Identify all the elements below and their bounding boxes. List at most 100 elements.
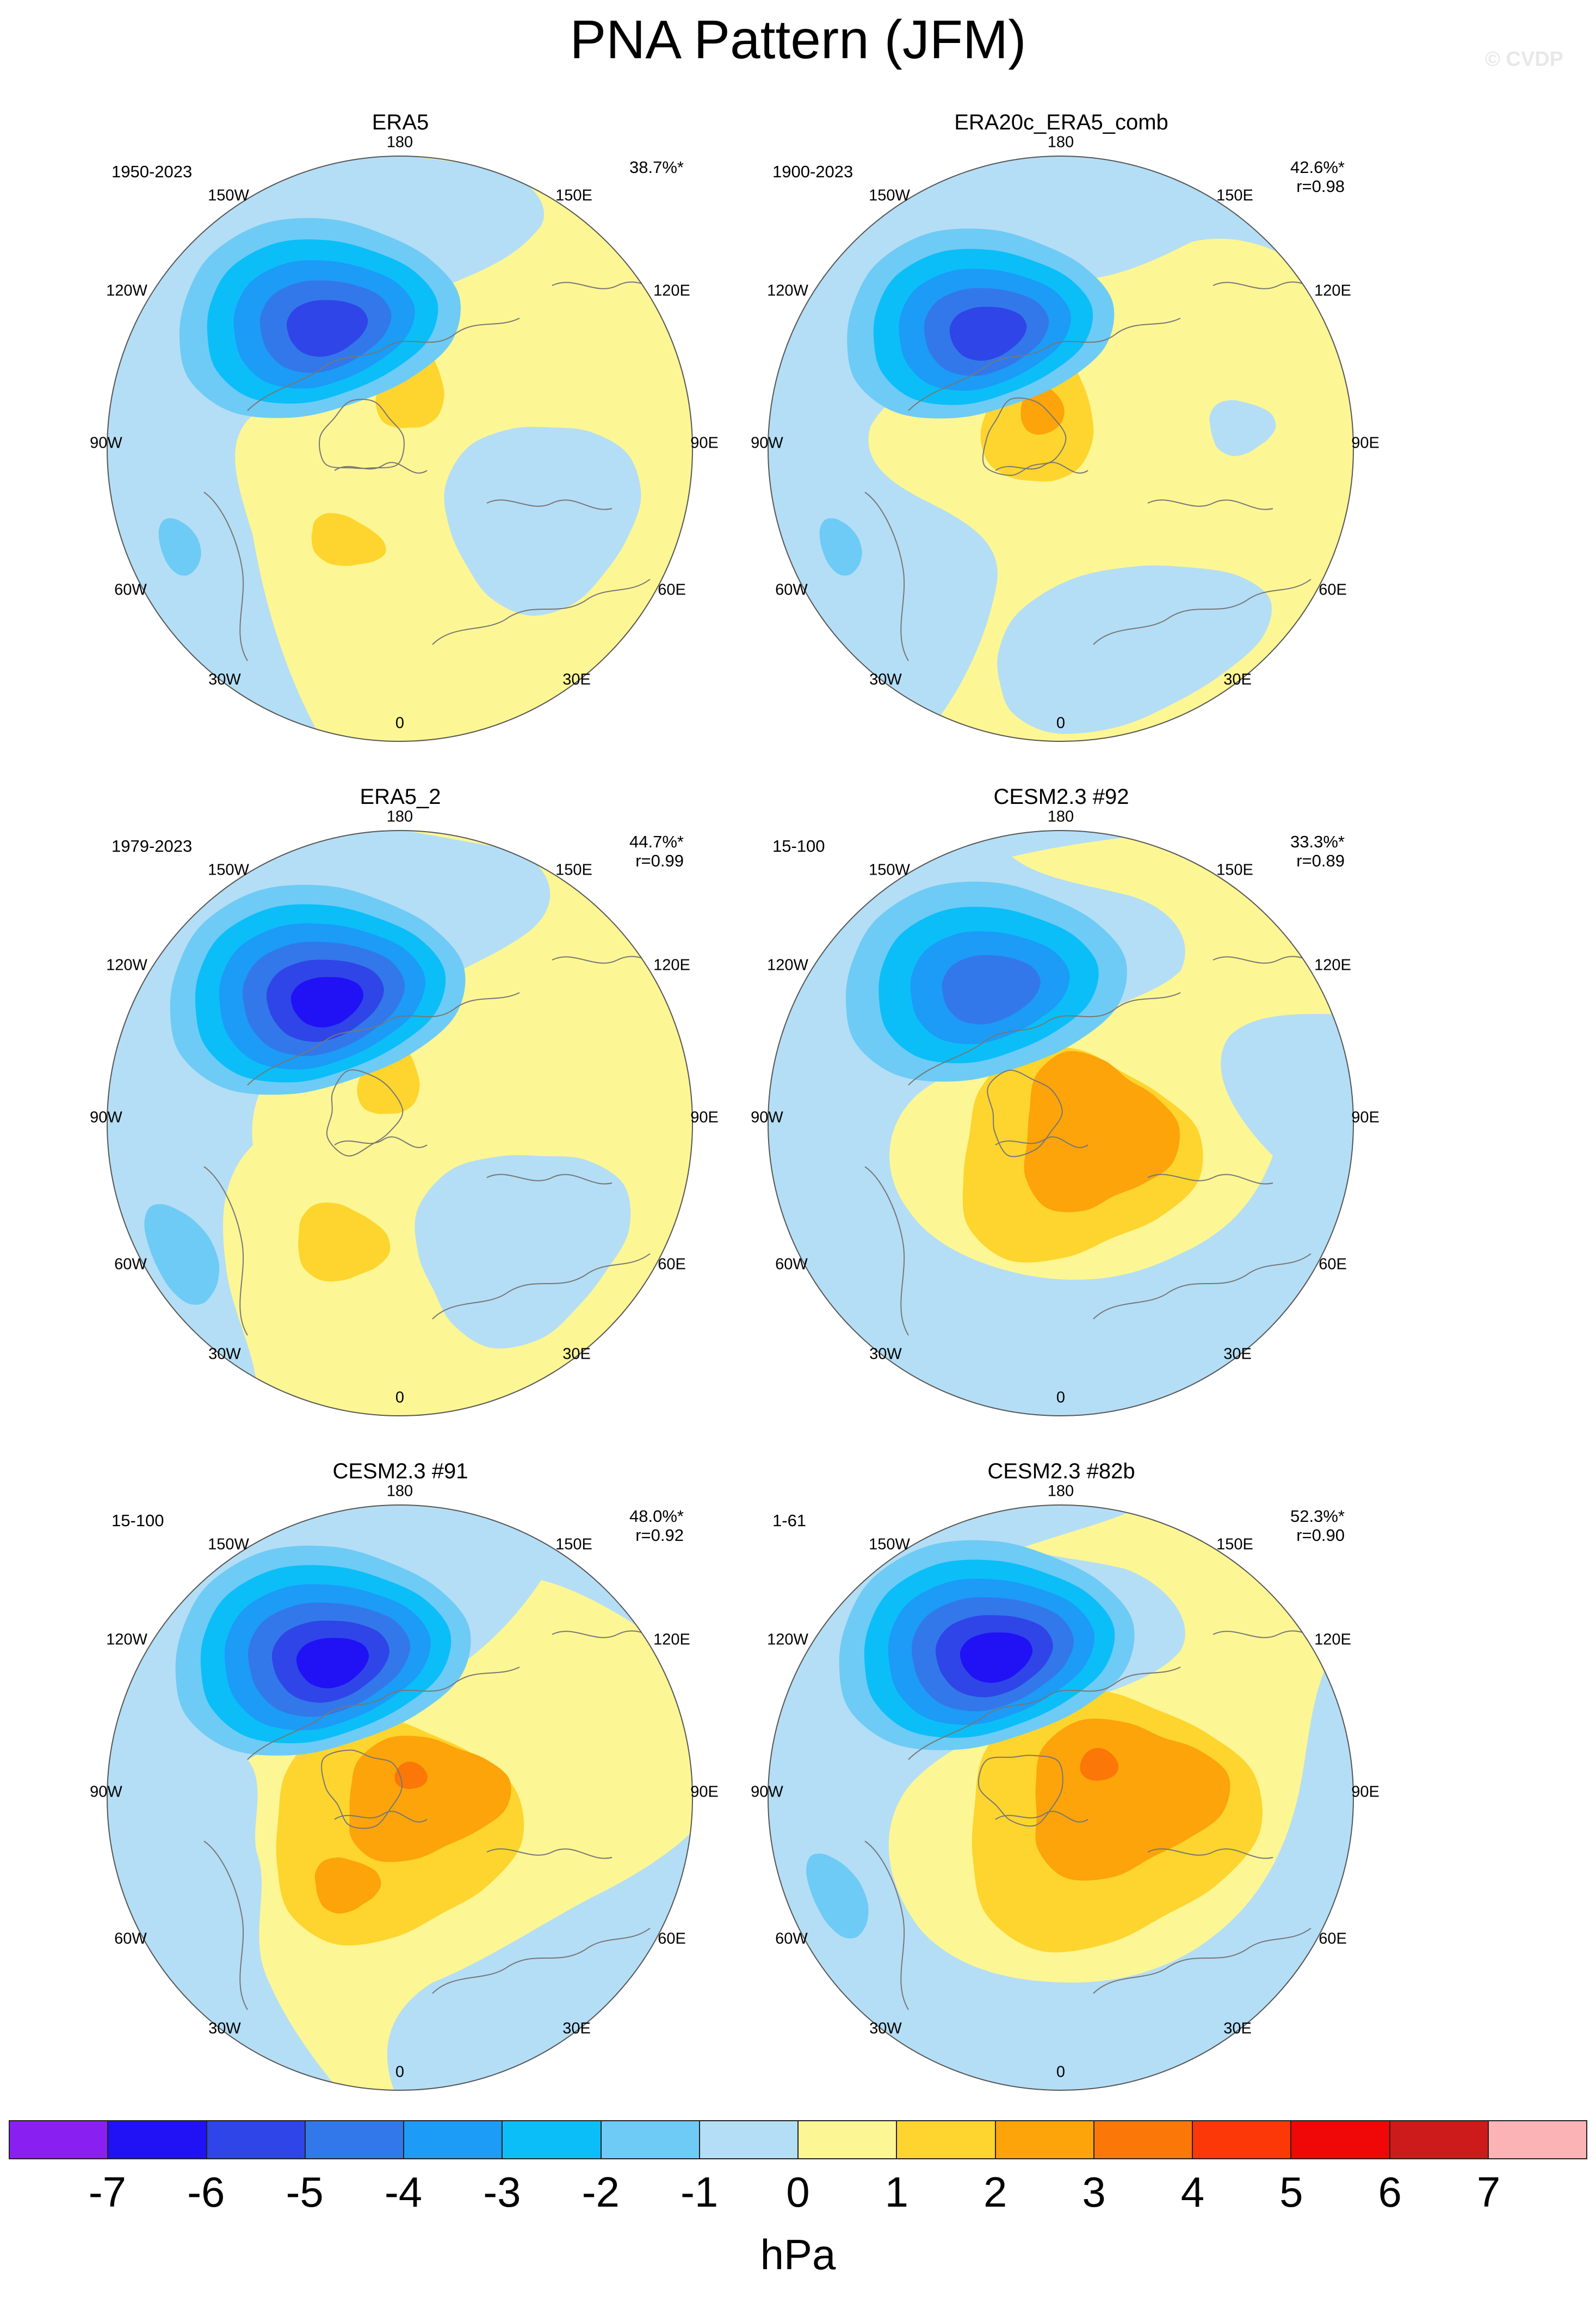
longitude-label: 180 bbox=[386, 808, 413, 826]
longitude-label: 0 bbox=[395, 714, 405, 732]
longitude-label: 180 bbox=[386, 1482, 413, 1500]
longitude-label: 30W bbox=[869, 671, 902, 689]
positive-anomaly-contour bbox=[311, 513, 386, 566]
variance-explained: 33.3%* bbox=[1290, 832, 1345, 851]
negative-anomaly-region bbox=[1209, 400, 1276, 456]
panel-title: ERA20c_ERA5_comb bbox=[954, 110, 1168, 134]
longitude-label: 0 bbox=[395, 2063, 405, 2081]
longitude-label: 30E bbox=[1223, 1345, 1252, 1363]
longitude-label: 150W bbox=[208, 1535, 249, 1553]
colorbar-tick-label: -6 bbox=[187, 2168, 225, 2216]
panel-stats: 38.7%* bbox=[629, 158, 684, 177]
panel-stats: 48.0%* r=0.92 bbox=[629, 1507, 684, 1545]
positive-anomaly-contour bbox=[394, 1761, 428, 1789]
longitude-label: 30W bbox=[869, 1345, 902, 1363]
longitude-label: 120W bbox=[106, 282, 147, 300]
longitude-label: 150E bbox=[1216, 187, 1253, 205]
longitude-label: 30W bbox=[208, 1345, 241, 1363]
panel-stats: 42.6%* r=0.98 bbox=[1290, 158, 1345, 196]
longitude-label: 180 bbox=[1047, 1482, 1074, 1500]
colorbar-tick-label: -1 bbox=[680, 2168, 719, 2216]
coastline bbox=[203, 281, 672, 661]
panel-title: ERA5 bbox=[372, 110, 429, 134]
colorbar-swatch bbox=[207, 2121, 306, 2158]
longitude-label: 120W bbox=[767, 282, 808, 300]
colorbar-swatch bbox=[700, 2121, 799, 2158]
longitude-label: 60E bbox=[658, 1930, 686, 1948]
positive-anomaly-contour bbox=[314, 1857, 381, 1914]
colorbar-tick-label: -3 bbox=[483, 2168, 521, 2216]
colorbar-swatch bbox=[108, 2121, 207, 2158]
longitude-label: 90W bbox=[751, 434, 783, 452]
longitude-label: 60E bbox=[1319, 1930, 1347, 1948]
positive-anomaly-contour bbox=[298, 1203, 391, 1282]
longitude-label: 150E bbox=[555, 1535, 592, 1553]
longitude-label: 150W bbox=[869, 1535, 910, 1553]
longitude-label: 60E bbox=[1319, 1255, 1347, 1273]
map-boundary bbox=[107, 156, 693, 742]
longitude-label: 90E bbox=[1351, 434, 1380, 452]
colorbar-swatch bbox=[897, 2121, 996, 2158]
map-panel: ERA5 1950-2023 38.7%* 180 150E 120E 90E 60E 30E 0… bbox=[71, 109, 730, 761]
colorbar bbox=[9, 2120, 1587, 2159]
low-pressure-contour bbox=[960, 1632, 1033, 1683]
colorbar-swatch bbox=[601, 2121, 700, 2158]
longitude-label: 30E bbox=[1223, 671, 1252, 689]
longitude-label: 30E bbox=[562, 671, 591, 689]
longitude-label: 150E bbox=[555, 187, 592, 205]
map-panel: CESM2.3 #82b 1-61 52.3%* r=0.90 180 150E 120E 9… bbox=[732, 1458, 1391, 2110]
longitude-label: 120W bbox=[767, 956, 808, 974]
longitude-label: 120E bbox=[1314, 282, 1351, 300]
negative-anomaly-contour bbox=[144, 1204, 220, 1305]
longitude-label: 120E bbox=[1314, 956, 1351, 974]
longitude-label: 120E bbox=[653, 956, 690, 974]
colorbar-swatch bbox=[995, 2121, 1094, 2158]
negative-anomaly-region bbox=[444, 426, 641, 616]
colorbar-tick-label: -2 bbox=[582, 2168, 620, 2216]
colorbar-tick-label: 2 bbox=[983, 2168, 1007, 2216]
map-panel: CESM2.3 #91 15-100 48.0%* r=0.92 180 150E 120E… bbox=[71, 1458, 730, 2110]
figure-title: PNA Pattern (JFM) bbox=[570, 9, 1026, 70]
longitude-label: 150W bbox=[869, 187, 910, 205]
cvdp-watermark: © CVDP bbox=[1484, 48, 1563, 71]
coastline bbox=[203, 1630, 672, 2010]
map-boundary bbox=[107, 1504, 693, 2091]
panel-stats: 44.7%* r=0.99 bbox=[629, 832, 684, 870]
longitude-label: 0 bbox=[1056, 2063, 1066, 2081]
variance-explained: 38.7%* bbox=[629, 158, 684, 177]
longitude-label: 90E bbox=[690, 434, 719, 452]
colorbar-swatch bbox=[799, 2121, 898, 2158]
longitude-label: 90W bbox=[751, 1783, 783, 1801]
low-pressure-contour bbox=[287, 300, 368, 357]
panel-title: CESM2.3 #92 bbox=[993, 785, 1129, 809]
negative-anomaly-contour bbox=[158, 518, 201, 576]
longitude-label: 150E bbox=[1216, 1535, 1253, 1553]
negative-anomaly-contour bbox=[819, 518, 862, 576]
variance-explained: 44.7%* bbox=[629, 832, 684, 851]
colorbar-tick-label: 6 bbox=[1378, 2168, 1402, 2216]
panel-period: 15-100 bbox=[772, 837, 825, 856]
map-boundary bbox=[768, 1504, 1354, 2091]
colorbar-tick-label: 5 bbox=[1279, 2168, 1303, 2216]
variance-explained: 52.3%* bbox=[1290, 1507, 1345, 1526]
longitude-label: 120E bbox=[653, 282, 690, 300]
longitude-label: 90E bbox=[690, 1783, 719, 1801]
longitude-label: 60W bbox=[114, 1930, 147, 1948]
positive-anomaly-contour bbox=[1024, 1051, 1180, 1212]
coastline bbox=[864, 956, 1333, 1336]
polar-map bbox=[106, 829, 694, 1417]
map-panel: CESM2.3 #92 15-100 33.3%* r=0.89 180 150E 120E… bbox=[732, 783, 1391, 1436]
longitude-label: 120E bbox=[1314, 1631, 1351, 1649]
low-pressure-contour bbox=[949, 307, 1027, 361]
panel-period: 1950-2023 bbox=[112, 162, 193, 181]
colorbar-tick-label: -7 bbox=[88, 2168, 127, 2216]
longitude-label: 60W bbox=[775, 1930, 808, 1948]
longitude-label: 150W bbox=[869, 861, 910, 879]
longitude-label: 30E bbox=[562, 2020, 591, 2037]
map-boundary bbox=[768, 156, 1354, 742]
longitude-label: 60E bbox=[658, 581, 686, 599]
negative-anomaly-region bbox=[415, 1155, 631, 1349]
positive-anomaly-contour bbox=[1080, 1748, 1118, 1781]
pattern-correlation: r=0.98 bbox=[1296, 177, 1345, 196]
colorbar-swatch bbox=[10, 2121, 109, 2158]
